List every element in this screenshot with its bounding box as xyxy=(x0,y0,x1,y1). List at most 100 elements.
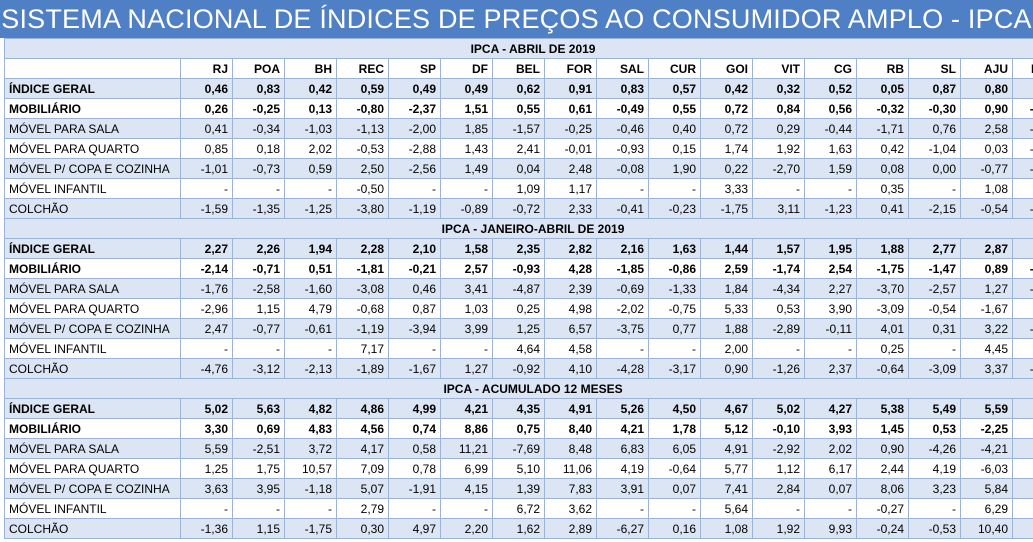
value-cell: -1,75 xyxy=(284,518,337,539)
value-cell: 0,56 xyxy=(804,98,857,119)
value-cell: -0,89 xyxy=(440,198,493,219)
value-cell: -2,25 xyxy=(960,418,1013,439)
value-cell: -0,27 xyxy=(856,498,909,519)
value-cell: 0,32 xyxy=(752,78,805,99)
value-cell: -1,19 xyxy=(336,318,389,339)
value-cell: 3,62 xyxy=(544,498,597,519)
value-cell: -0,72 xyxy=(492,198,545,219)
value-cell: 2,37 xyxy=(804,358,857,379)
value-cell: 0,80 xyxy=(960,78,1013,99)
value-cell: 2,84 xyxy=(752,478,805,499)
value-cell: -1,75 xyxy=(700,198,753,219)
column-header-rec: REC xyxy=(336,58,389,79)
value-cell: - xyxy=(388,178,441,199)
value-cell: 4,56 xyxy=(336,418,389,439)
column-header-goi: GOI xyxy=(700,58,753,79)
value-cell: -0,34 xyxy=(1011,158,1033,179)
value-cell: 8,40 xyxy=(544,418,597,439)
value-cell: 1,14 xyxy=(1011,178,1033,199)
value-cell: -0,64 xyxy=(648,458,701,479)
value-cell: 4,35 xyxy=(492,398,545,419)
value-cell: 2,39 xyxy=(544,278,597,299)
value-cell: -4,76 xyxy=(180,358,233,379)
value-cell: 0,16 xyxy=(648,518,701,539)
value-cell: -3,70 xyxy=(856,278,909,299)
table-row: COLCHÃO -1,36 1,15 -1,75 0,30 4,97 2,20 1,62 2,8… xyxy=(4,518,1033,539)
value-cell: 0,72 xyxy=(700,98,753,119)
value-cell: - xyxy=(388,338,441,359)
value-cell: 2,79 xyxy=(336,498,389,519)
value-cell: 0,15 xyxy=(648,138,701,159)
value-cell: 3,95 xyxy=(232,478,285,499)
value-cell: 0,18 xyxy=(232,138,285,159)
value-cell: 0,77 xyxy=(648,318,701,339)
value-cell: 1,92 xyxy=(752,518,805,539)
value-cell: 0,30 xyxy=(336,518,389,539)
value-cell: 0,69 xyxy=(232,418,285,439)
value-cell: 11,06 xyxy=(544,458,597,479)
value-cell: 0,57 xyxy=(1011,78,1033,99)
value-cell: -0,48 xyxy=(1011,98,1033,119)
value-cell: 0,07 xyxy=(648,478,701,499)
value-cell: 4,01 xyxy=(856,318,909,339)
value-cell: -0,46 xyxy=(596,118,649,139)
value-cell: 0,85 xyxy=(180,138,233,159)
value-cell: 1,90 xyxy=(648,158,701,179)
value-cell: 1,75 xyxy=(232,458,285,479)
value-cell: -2,37 xyxy=(388,98,441,119)
value-cell: 4,98 xyxy=(544,298,597,319)
value-cell: 4,98 xyxy=(1011,498,1033,519)
value-cell: 4,83 xyxy=(284,418,337,439)
value-cell: 4,91 xyxy=(544,398,597,419)
value-cell: - xyxy=(596,338,649,359)
value-cell: -2,88 xyxy=(388,138,441,159)
value-cell: 0,91 xyxy=(544,78,597,99)
value-cell: 3,30 xyxy=(180,418,233,439)
value-cell: 4,67 xyxy=(700,398,753,419)
value-cell: -0,61 xyxy=(284,318,337,339)
value-cell: - xyxy=(440,178,493,199)
value-cell: 0,35 xyxy=(856,178,909,199)
value-cell: 10,40 xyxy=(960,518,1013,539)
value-cell: 1,08 xyxy=(960,178,1013,199)
value-cell: 10,57 xyxy=(284,458,337,479)
value-cell: -1,97 xyxy=(1011,358,1033,379)
value-cell: -2,51 xyxy=(232,438,285,459)
column-header-cur: CUR xyxy=(648,58,701,79)
value-cell: 6,99 xyxy=(440,458,493,479)
value-cell: -3,80 xyxy=(336,198,389,219)
value-cell: -0,93 xyxy=(492,258,545,279)
value-cell: - xyxy=(648,338,701,359)
column-header-bra: BRA xyxy=(1011,58,1033,79)
value-cell: -3,94 xyxy=(388,318,441,339)
value-cell: 2,48 xyxy=(544,158,597,179)
value-cell: -0,01 xyxy=(544,138,597,159)
value-cell: -1,60 xyxy=(284,278,337,299)
value-cell: 7,09 xyxy=(336,458,389,479)
value-cell: 4,82 xyxy=(284,398,337,419)
value-cell: - xyxy=(908,498,961,519)
value-cell: - xyxy=(232,498,285,519)
value-cell: 0,22 xyxy=(700,158,753,179)
value-cell: 3,72 xyxy=(284,438,337,459)
value-cell: 1,57 xyxy=(752,238,805,259)
value-cell: -4,28 xyxy=(596,358,649,379)
value-cell: - xyxy=(648,498,701,519)
value-cell: 6,57 xyxy=(544,318,597,339)
value-cell: -2,13 xyxy=(284,358,337,379)
value-cell: 4,97 xyxy=(388,518,441,539)
value-cell: 0,75 xyxy=(492,418,545,439)
value-cell: 1,88 xyxy=(856,238,909,259)
row-label: COLCHÃO xyxy=(4,198,181,219)
value-cell: - xyxy=(648,178,701,199)
value-cell: -2,14 xyxy=(180,258,233,279)
value-cell: 7,41 xyxy=(700,478,753,499)
value-cell: 5,07 xyxy=(336,478,389,499)
value-cell: - xyxy=(440,338,493,359)
value-cell: 0,29 xyxy=(752,118,805,139)
value-cell: -6,27 xyxy=(596,518,649,539)
table-row: ÍNDICE GERAL 2,27 2,26 1,94 2,28 2,10 1,58 2,35… xyxy=(4,238,1033,259)
column-header-bel: BEL xyxy=(492,58,545,79)
value-cell: 3,63 xyxy=(180,478,233,499)
value-cell: - xyxy=(284,498,337,519)
